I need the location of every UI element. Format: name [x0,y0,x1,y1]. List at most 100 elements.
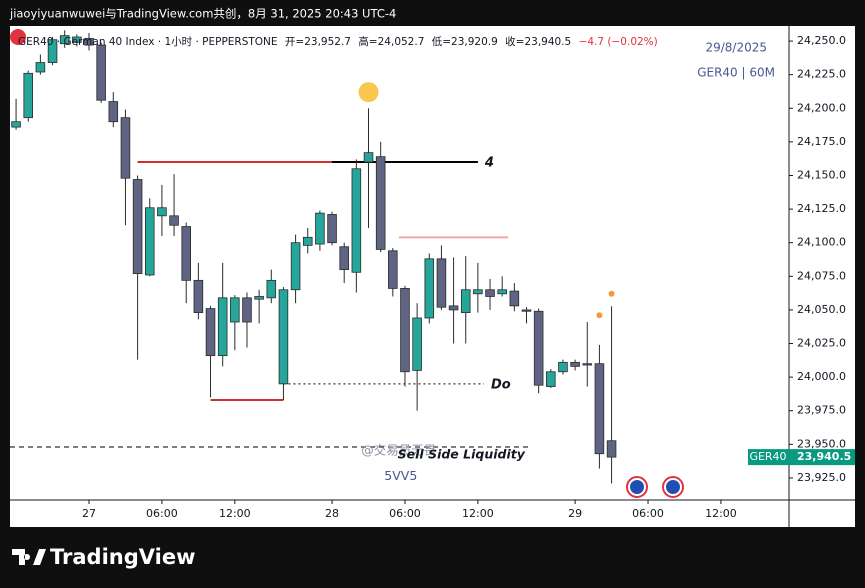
candle-body [47,39,58,63]
candle-body [460,289,471,314]
y-tick-label: 24,100.0 [797,236,846,249]
y-tick-label: 24,025.0 [797,337,846,350]
candle-body [521,309,532,312]
candle-body [59,35,70,45]
candle-body [412,317,422,371]
alert-dot [10,29,26,45]
candle-body [448,305,459,311]
annotation: 5VV5 [384,468,417,483]
x-tick-label: 12:00 [705,507,737,520]
brand-logo [12,549,46,565]
brand-text: TradingView [50,545,195,569]
candle-body [570,361,580,367]
date-note: 29/8/2025 [705,41,767,55]
legend-close: 23,940.5 [524,36,571,48]
candle-body [315,212,325,245]
candle-body [242,297,252,323]
x-tick-label: 06:00 [146,507,178,520]
y-tick-label: 24,075.0 [797,269,846,282]
legend-text: GER40 · German 40 Index · 1小时 · PEPPERST… [18,35,658,48]
candle-body [606,440,617,458]
y-tick-label: 23,925.0 [797,471,846,484]
candle-body [363,152,374,163]
x-tick-label: 06:00 [389,507,421,520]
level-label: 4 [484,156,494,171]
candle-body [132,179,143,275]
last-price-symbol-badge [748,449,789,466]
candle-body [193,279,204,314]
candle-body [290,242,301,291]
candle-body [485,289,495,297]
candle-body [230,297,240,323]
candle-body [388,250,398,289]
y-tick-label: 24,200.0 [797,101,846,114]
annotation: Sell Side Liquidity [398,447,526,462]
candle-body [351,168,362,273]
legend-low-label: 低= [432,35,451,48]
legend-description: · German 40 Index · 1小时 · PEPPERSTONE [57,36,278,48]
candle-body [424,258,435,319]
candle-body [546,371,556,387]
last-price-symbol: GER40 [749,450,786,463]
marker [358,82,379,103]
event-icon-inner [666,480,680,494]
candle-body [278,289,289,385]
y-tick-label: 23,950.0 [797,437,846,450]
candle-body [436,258,447,308]
y-tick-label: 24,225.0 [797,68,846,81]
candle-body [558,361,568,373]
candle-body [169,215,179,226]
legend-open-label: 开= [285,36,304,48]
brand: TradingView [12,545,195,569]
candle-body [254,296,264,300]
candle-body [400,288,410,373]
candle-body [205,308,216,357]
y-tick-label: 24,000.0 [797,370,846,383]
x-tick-label: 06:00 [632,507,664,520]
candle-body [473,289,483,295]
candle-body [327,214,337,244]
marker [608,290,615,297]
annotation: @交易员无畏 [361,443,437,458]
candle-body [375,156,386,250]
candle-body [594,363,605,455]
legend-open: 23,952.7 [304,36,351,48]
y-tick-label: 24,150.0 [797,168,846,181]
last-price-label: 23,940.5 [797,450,851,463]
candle-body [217,297,228,357]
legend: GER40 · German 40 Index · 1小时 · PEPPERST… [18,35,658,48]
y-tick-label: 24,050.0 [797,303,846,316]
candle-body [108,101,119,123]
last-price-badge [789,449,855,466]
candle-body [72,36,82,43]
candle-body [35,62,46,73]
y-tick-label: 24,175.0 [797,135,846,148]
header-text: jiaoyiyuanwuwei与TradingView.com共创，8月 31,… [9,7,396,21]
candle-body [339,246,349,270]
candle-body [23,72,34,119]
level-label: Do [491,377,511,392]
candle-body [157,207,167,217]
candle-body [84,37,94,46]
x-tick-label: 27 [82,507,96,520]
y-tick-label: 23,975.0 [797,404,846,417]
legend-change: −4.7 (−0.02%) [579,36,658,48]
legend-symbol: GER40 [18,36,53,48]
legend-close-label: 收= [505,35,524,48]
x-tick-label: 28 [325,507,339,520]
legend-low: 23,920.9 [451,36,498,48]
candle-body [181,226,191,281]
event-icon-inner [630,480,644,494]
x-tick-label: 12:00 [462,507,494,520]
candle-body [120,117,131,179]
x-tick-label: 12:00 [219,507,251,520]
candle-body [497,289,507,295]
candle-body [302,236,313,246]
y-tick-label: 24,125.0 [797,202,846,215]
candle-body [266,279,277,299]
candle-body [509,290,520,307]
candle-body [11,121,21,128]
candle-body [582,363,593,366]
